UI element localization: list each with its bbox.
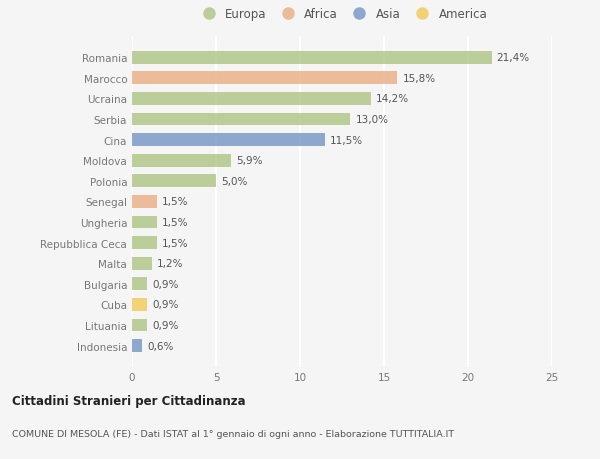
Bar: [132, 52, 491, 64]
Text: 5,0%: 5,0%: [221, 176, 247, 186]
Bar: [132, 196, 157, 208]
Bar: [132, 72, 397, 85]
Text: Cittadini Stranieri per Cittadinanza: Cittadini Stranieri per Cittadinanza: [12, 394, 245, 407]
Bar: [132, 319, 147, 332]
Text: 13,0%: 13,0%: [355, 115, 388, 125]
Bar: [132, 340, 142, 352]
Bar: [132, 237, 157, 249]
Text: 21,4%: 21,4%: [497, 53, 530, 63]
Text: COMUNE DI MESOLA (FE) - Dati ISTAT al 1° gennaio di ogni anno - Elaborazione TUT: COMUNE DI MESOLA (FE) - Dati ISTAT al 1°…: [12, 429, 454, 438]
Bar: [132, 216, 157, 229]
Text: 11,5%: 11,5%: [330, 135, 364, 146]
Text: 0,9%: 0,9%: [152, 320, 179, 330]
Text: 1,2%: 1,2%: [157, 258, 184, 269]
Text: 1,5%: 1,5%: [162, 197, 189, 207]
Text: 1,5%: 1,5%: [162, 218, 189, 228]
Bar: [132, 298, 147, 311]
Bar: [132, 155, 231, 167]
Bar: [132, 134, 325, 147]
Bar: [132, 175, 216, 188]
Bar: [132, 113, 350, 126]
Text: 14,2%: 14,2%: [376, 94, 409, 104]
Text: 0,6%: 0,6%: [147, 341, 173, 351]
Text: 0,9%: 0,9%: [152, 300, 179, 310]
Text: 5,9%: 5,9%: [236, 156, 263, 166]
Text: 15,8%: 15,8%: [403, 74, 436, 84]
Text: 1,5%: 1,5%: [162, 238, 189, 248]
Text: 0,9%: 0,9%: [152, 279, 179, 289]
Bar: [132, 93, 371, 106]
Bar: [132, 278, 147, 291]
Bar: [132, 257, 152, 270]
Legend: Europa, Africa, Asia, America: Europa, Africa, Asia, America: [193, 4, 491, 24]
